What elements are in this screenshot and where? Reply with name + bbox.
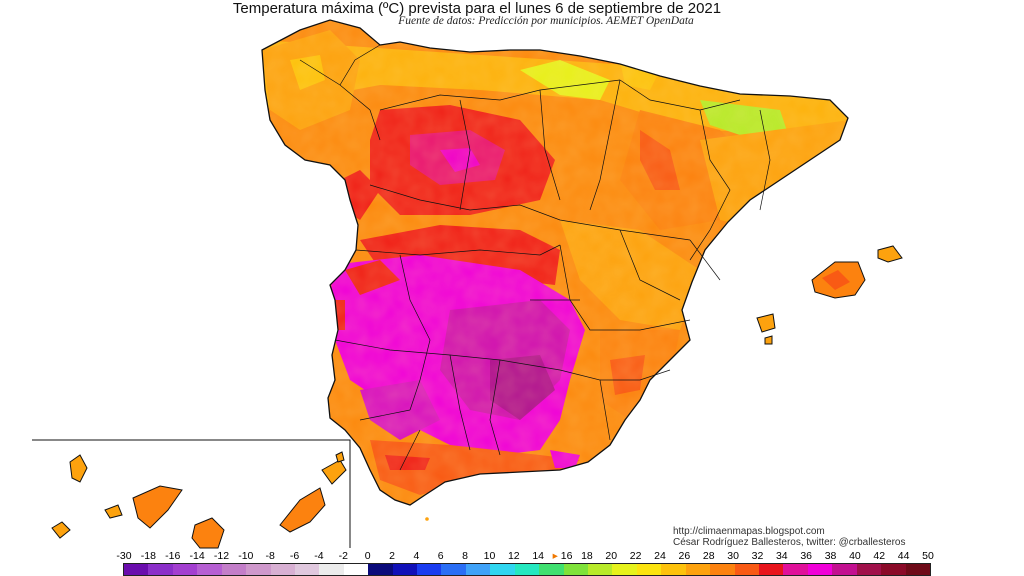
legend-tick-label: -6 bbox=[289, 550, 300, 562]
legend-swatch bbox=[661, 564, 686, 575]
legend-tick-label: 32 bbox=[751, 550, 764, 562]
legend-swatch bbox=[368, 564, 393, 575]
legend-tick-label: -10 bbox=[238, 550, 254, 562]
legend-swatch bbox=[392, 564, 418, 575]
legend-tick-label: 30 bbox=[727, 550, 739, 562]
legend-tick-label: 18 bbox=[581, 550, 593, 562]
legend-tick-label: 8 bbox=[462, 550, 468, 562]
legend-tick-label: 38 bbox=[824, 550, 837, 562]
legend-tick-label: 6 bbox=[437, 550, 444, 562]
credit-author: César Rodríguez Ballesteros, twitter: @c… bbox=[673, 537, 906, 548]
legend-swatch bbox=[319, 564, 344, 575]
legend-swatch bbox=[636, 564, 662, 575]
legend-swatch bbox=[685, 564, 711, 575]
legend-swatch bbox=[197, 564, 222, 575]
legend-swatch bbox=[343, 564, 369, 575]
legend-swatch bbox=[172, 564, 198, 575]
legend-tick-label: 42 bbox=[873, 550, 886, 562]
legend-tick-label: 34 bbox=[775, 550, 788, 562]
legend-tick-label: -16 bbox=[165, 550, 181, 562]
legend-swatch bbox=[807, 564, 833, 575]
legend-swatch bbox=[881, 564, 906, 575]
legend-swatch bbox=[417, 564, 442, 575]
legend-swatch bbox=[441, 564, 466, 575]
legend-swatch bbox=[465, 564, 491, 575]
legend-tick-label: 2 bbox=[389, 550, 395, 562]
legend-swatch bbox=[832, 564, 857, 575]
credit-url: http://climaenmapas.blogspot.com bbox=[673, 526, 825, 537]
legend-tick-label: 10 bbox=[483, 550, 496, 562]
legend-tick-label: 12 bbox=[507, 550, 520, 562]
legend-tick-label: 26 bbox=[678, 550, 691, 562]
legend-ticks: -30 -18 -16 -14 -12 -10 -8 -6 -4 -2 0 2 4 6 8 10 12 14 ▸ 1… bbox=[0, 550, 1024, 564]
legend-swatch bbox=[294, 564, 320, 575]
legend-swatch bbox=[514, 564, 540, 575]
legend-tick-label: 0 bbox=[364, 550, 371, 562]
legend-tick-label: -18 bbox=[140, 550, 156, 562]
legend-swatch bbox=[856, 564, 882, 575]
legend-tick-label: 24 bbox=[654, 550, 666, 562]
legend-tick-label: 4 bbox=[413, 550, 420, 562]
legend-marker-icon: ▸ bbox=[552, 550, 561, 562]
legend-tick-label: -14 bbox=[189, 550, 205, 562]
legend-swatch bbox=[588, 564, 613, 575]
legend-swatch bbox=[710, 564, 735, 575]
legend-swatch bbox=[246, 564, 271, 575]
legend-swatch bbox=[270, 564, 295, 575]
legend-swatch bbox=[539, 564, 564, 575]
legend-swatch bbox=[124, 564, 149, 575]
map-title: Temperatura máxima (ºC) prevista para el… bbox=[232, 0, 722, 17]
map-subtitle: Fuente de datos: Predicción por municipi… bbox=[398, 15, 694, 27]
legend-tick-label: 22 bbox=[629, 550, 642, 562]
legend-tick-label: -8 bbox=[265, 550, 275, 562]
legend-swatch bbox=[563, 564, 589, 575]
legend-tick-label: -30 bbox=[116, 550, 132, 562]
legend-tick-label: 40 bbox=[849, 550, 861, 562]
legend-tick-label: -12 bbox=[213, 550, 230, 562]
legend-tick-label: 14 bbox=[532, 550, 545, 562]
legend-swatch bbox=[148, 564, 173, 575]
legend-swatch bbox=[612, 564, 637, 575]
legend-swatch bbox=[905, 564, 930, 575]
legend-swatch bbox=[758, 564, 784, 575]
legend-swatch bbox=[783, 564, 808, 575]
balearic-islands bbox=[756, 245, 903, 345]
legend-tick-label: 50 bbox=[922, 550, 934, 562]
province-borders bbox=[299, 44, 771, 471]
peninsula-fill bbox=[262, 20, 848, 505]
legend-tick-label: -4 bbox=[314, 550, 324, 562]
canary-inset bbox=[32, 439, 429, 549]
legend-tick-label: 36 bbox=[800, 550, 813, 562]
legend-swatch bbox=[734, 564, 759, 575]
legend-tick-label: 20 bbox=[605, 550, 618, 562]
legend-swatch bbox=[221, 564, 247, 575]
legend-tick-label: 28 bbox=[702, 550, 715, 562]
legend-tick-label: ▸ 16 bbox=[552, 550, 573, 562]
legend-swatch bbox=[490, 564, 515, 575]
legend-tick-label: -2 bbox=[338, 550, 348, 562]
legend-colorbar bbox=[123, 563, 931, 576]
legend-tick-label: 44 bbox=[897, 550, 910, 562]
